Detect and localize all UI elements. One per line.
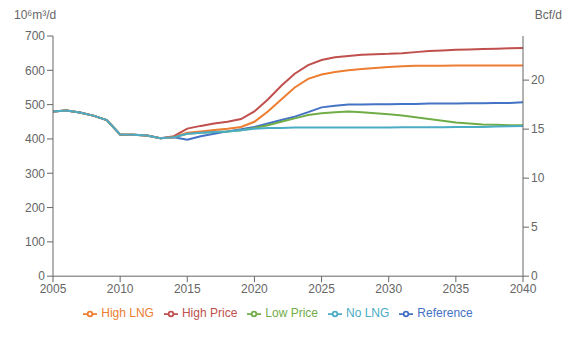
html-text:10⁶m³/d: 10⁶m³/d — [14, 8, 57, 22]
html-text:High Price: High Price — [182, 306, 238, 321]
svg-text:2030: 2030 — [375, 282, 402, 296]
svg-text:0: 0 — [38, 269, 45, 283]
svg-text:0: 0 — [531, 269, 538, 283]
svg-text:2040: 2040 — [510, 282, 537, 296]
html-text:Reference: Reference — [417, 306, 473, 321]
svg-text:10: 10 — [531, 171, 545, 185]
svg-text:2005: 2005 — [40, 282, 67, 296]
svg-text:100: 100 — [25, 235, 45, 249]
svg-text:400: 400 — [25, 132, 45, 146]
html-text:High LNG: High LNG — [101, 306, 154, 321]
svg-text:15: 15 — [531, 122, 545, 136]
svg-text:600: 600 — [25, 64, 45, 78]
html-text:Bcf/d: Bcf/d — [534, 8, 562, 22]
svg-text:700: 700 — [25, 29, 45, 43]
html-text:Low Price: Low Price — [265, 306, 318, 321]
svg-text:500: 500 — [25, 98, 45, 112]
svg-text:20: 20 — [531, 73, 545, 87]
html-text:No LNG: No LNG — [346, 306, 390, 321]
svg-text:2015: 2015 — [174, 282, 201, 296]
svg-text:2020: 2020 — [241, 282, 268, 296]
svg-text:5: 5 — [531, 220, 538, 234]
svg-text:2035: 2035 — [443, 282, 470, 296]
svg-text:200: 200 — [25, 201, 45, 215]
svg-text:2010: 2010 — [107, 282, 134, 296]
svg-text:300: 300 — [25, 167, 45, 181]
svg-text:2025: 2025 — [308, 282, 335, 296]
